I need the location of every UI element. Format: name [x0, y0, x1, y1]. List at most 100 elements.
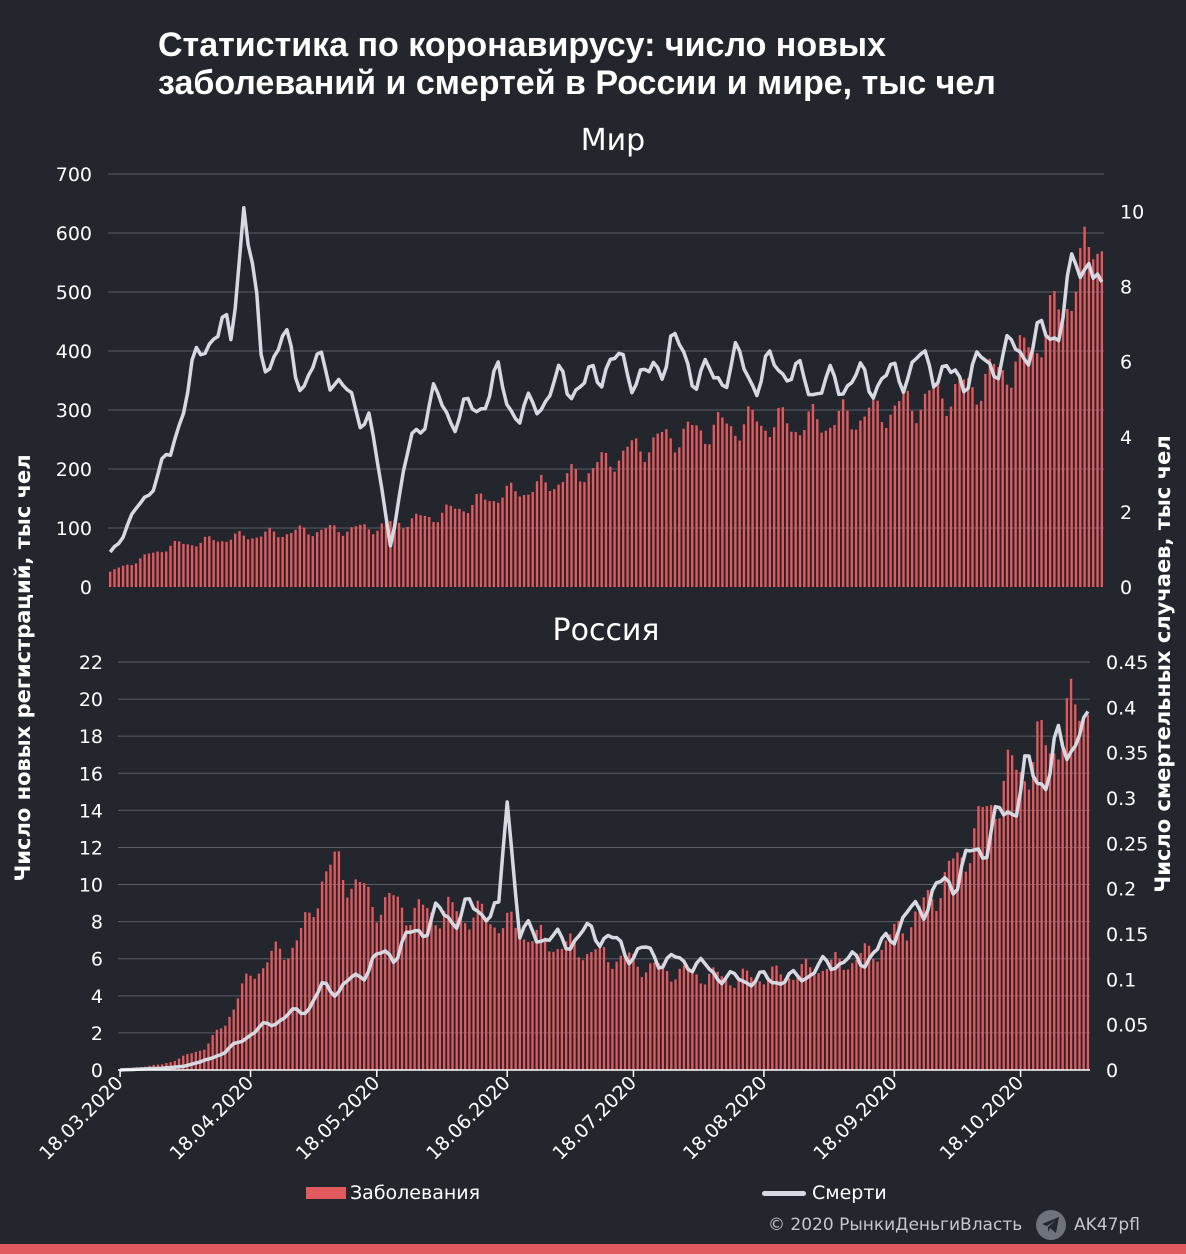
bar — [1048, 753, 1052, 1070]
bar — [598, 943, 601, 1070]
bar — [328, 525, 332, 587]
bar — [492, 501, 496, 587]
bar — [510, 911, 513, 1070]
bar — [721, 417, 724, 587]
chart-title: Статистика по коронавирусу: число новых … — [158, 26, 1118, 102]
bar — [794, 431, 797, 587]
bar — [388, 892, 391, 1070]
y-tick-label: 6 — [91, 949, 103, 971]
bar — [859, 420, 862, 587]
bar — [1096, 253, 1099, 588]
bar — [863, 943, 867, 1070]
bar — [1023, 337, 1026, 587]
bar — [212, 540, 215, 587]
bar — [315, 532, 319, 587]
bar — [294, 529, 297, 587]
bar — [440, 512, 444, 587]
bar — [807, 411, 810, 587]
bar — [302, 527, 306, 587]
bar — [905, 940, 909, 1070]
bar — [988, 358, 991, 587]
bar — [423, 515, 427, 587]
bar — [1092, 259, 1095, 587]
bar — [936, 383, 940, 587]
bar — [1074, 291, 1078, 587]
bar — [295, 940, 298, 1070]
bar — [527, 494, 530, 587]
bar — [459, 914, 463, 1070]
bar — [249, 975, 252, 1070]
bar — [910, 410, 914, 587]
bar — [493, 927, 496, 1070]
bar — [413, 907, 416, 1070]
bar — [299, 927, 303, 1070]
bar — [824, 430, 828, 587]
bar — [270, 950, 273, 1070]
bar — [117, 567, 120, 587]
bar — [1083, 226, 1086, 587]
bar — [458, 508, 461, 587]
bar — [1035, 353, 1039, 587]
bar — [884, 940, 888, 1070]
bar — [1053, 753, 1056, 1070]
telegram-handle[interactable]: AK47pfl — [1074, 1215, 1140, 1235]
bar — [560, 948, 564, 1070]
bar — [211, 1035, 214, 1070]
bar — [130, 565, 133, 587]
bar — [846, 969, 850, 1070]
bar — [479, 493, 483, 587]
bar — [1032, 762, 1035, 1070]
bar — [830, 959, 833, 1070]
y-axis-title: Число новых регистраций, тыс чел — [11, 454, 35, 881]
bar — [169, 545, 172, 587]
bar — [686, 969, 690, 1070]
bar — [139, 558, 142, 587]
bar — [447, 896, 450, 1070]
legend-deaths-label: Смерти — [812, 1182, 887, 1204]
bar — [952, 858, 955, 1070]
bar — [113, 569, 116, 587]
bar — [134, 563, 138, 587]
bar — [236, 998, 240, 1070]
y2-tick-label: 6 — [1120, 352, 1132, 374]
bar — [389, 521, 392, 587]
bar — [509, 482, 513, 587]
bar — [540, 474, 543, 587]
bar — [253, 978, 256, 1070]
bar — [333, 525, 336, 587]
bar — [506, 912, 509, 1070]
bar — [754, 979, 757, 1070]
bar — [653, 962, 656, 1070]
bar — [268, 527, 271, 587]
bar — [622, 450, 625, 587]
bar — [695, 425, 698, 587]
bar — [586, 954, 589, 1070]
bar — [859, 953, 862, 1070]
y-tick-label: 16 — [79, 763, 103, 785]
bar — [376, 530, 379, 587]
y-tick-label: 600 — [56, 223, 92, 245]
bar — [800, 964, 803, 1070]
bar — [569, 933, 572, 1070]
bar — [484, 499, 487, 587]
bar — [790, 431, 793, 587]
bar — [781, 407, 784, 587]
bar — [463, 923, 467, 1070]
bar — [902, 390, 905, 587]
bar — [527, 942, 530, 1070]
bar — [232, 1009, 235, 1070]
bar — [678, 447, 681, 587]
bar — [962, 379, 966, 587]
legend-deaths: Смерти — [762, 1182, 887, 1204]
bar — [564, 941, 568, 1070]
bar — [772, 427, 776, 587]
bar — [367, 529, 371, 587]
bar — [514, 927, 517, 1070]
bar — [1010, 387, 1013, 587]
bar — [557, 484, 560, 587]
bar — [928, 390, 931, 587]
bar — [548, 951, 551, 1070]
y-tick-label: 200 — [56, 459, 92, 481]
bar — [561, 481, 565, 587]
bar — [518, 496, 521, 587]
